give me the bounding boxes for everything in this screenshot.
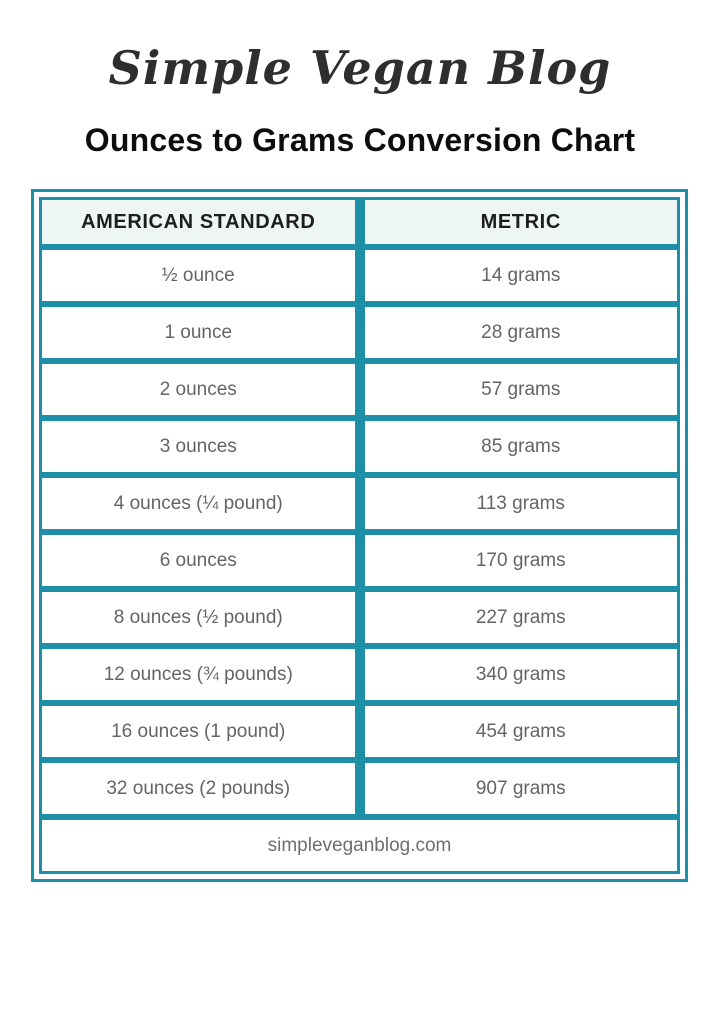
table-footer: simpleveganblog.com	[39, 817, 680, 874]
american-standard-cell: 32 ounces (2 pounds)	[39, 760, 360, 817]
footer-row: simpleveganblog.com	[39, 817, 680, 874]
page-title: Ounces to Grams Conversion Chart	[84, 122, 636, 158]
table-header: AMERICAN STANDARD METRIC	[39, 197, 680, 247]
american-standard-cell: 4 ounces (¼ pound)	[39, 475, 360, 532]
table-row: 1 ounce 28 grams	[39, 304, 680, 361]
american-standard-cell: 8 ounces (½ pound)	[39, 589, 360, 646]
american-standard-cell: 2 ounces	[39, 361, 360, 418]
table-row: 16 ounces (1 pound) 454 grams	[39, 703, 680, 760]
conversion-table: AMERICAN STANDARD METRIC ½ ounce 14 grams…	[31, 189, 688, 882]
metric-cell: 85 grams	[359, 418, 680, 475]
logo: Simple Vegan Blog	[0, 0, 720, 100]
metric-cell: 14 grams	[359, 247, 680, 304]
metric-cell: 170 grams	[359, 532, 680, 589]
metric-cell: 454 grams	[359, 703, 680, 760]
metric-cell: 907 grams	[359, 760, 680, 817]
logo-text: Simple Vegan Blog	[108, 41, 612, 95]
metric-cell: 57 grams	[359, 361, 680, 418]
american-standard-cell: 3 ounces	[39, 418, 360, 475]
table-row: 8 ounces (½ pound) 227 grams	[39, 589, 680, 646]
metric-cell: 227 grams	[359, 589, 680, 646]
table-row: 6 ounces 170 grams	[39, 532, 680, 589]
table-row: 32 ounces (2 pounds) 907 grams	[39, 760, 680, 817]
table-row: 3 ounces 85 grams	[39, 418, 680, 475]
metric-cell: 340 grams	[359, 646, 680, 703]
american-standard-cell: ½ ounce	[39, 247, 360, 304]
table-row: 12 ounces (¾ pounds) 340 grams	[39, 646, 680, 703]
american-standard-cell: 12 ounces (¾ pounds)	[39, 646, 360, 703]
column-header-metric: METRIC	[359, 197, 680, 247]
american-standard-cell: 1 ounce	[39, 304, 360, 361]
footer-website-text: simpleveganblog.com	[39, 817, 680, 874]
header-row: AMERICAN STANDARD METRIC	[39, 197, 680, 247]
american-standard-cell: 16 ounces (1 pound)	[39, 703, 360, 760]
ounces-to-grams-table: AMERICAN STANDARD METRIC ½ ounce 14 grams…	[39, 197, 680, 874]
metric-cell: 113 grams	[359, 475, 680, 532]
table-row: 2 ounces 57 grams	[39, 361, 680, 418]
metric-cell: 28 grams	[359, 304, 680, 361]
table-row: ½ ounce 14 grams	[39, 247, 680, 304]
table-row: 4 ounces (¼ pound) 113 grams	[39, 475, 680, 532]
american-standard-cell: 6 ounces	[39, 532, 360, 589]
table-body: ½ ounce 14 grams 1 ounce 28 grams 2 ounces 57…	[39, 247, 680, 817]
column-header-american-standard: AMERICAN STANDARD	[39, 197, 360, 247]
